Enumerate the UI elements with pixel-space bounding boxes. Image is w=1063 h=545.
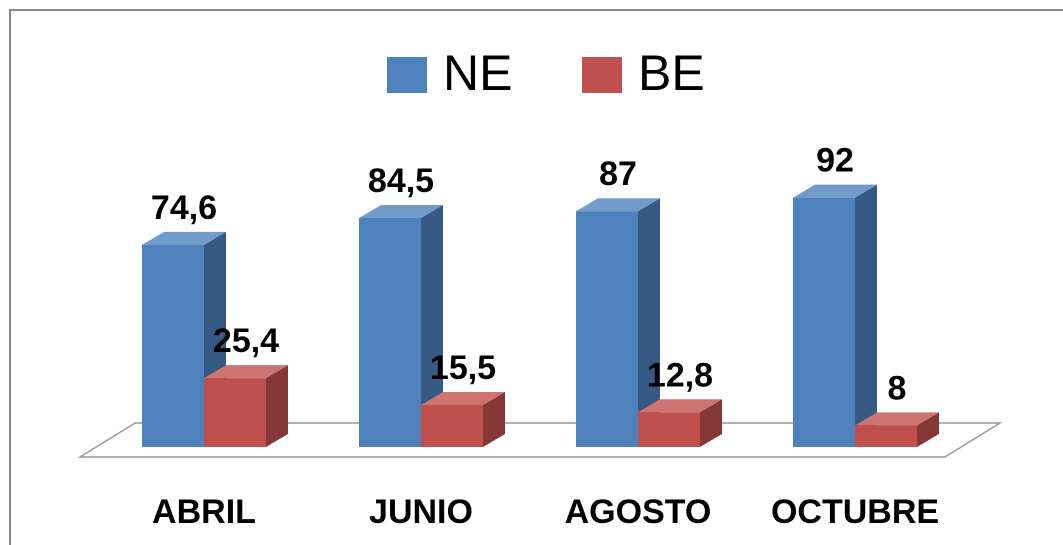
bar	[421, 404, 483, 447]
bar-top	[204, 365, 288, 379]
data-label: 92	[816, 142, 854, 180]
bar	[638, 412, 700, 447]
bar-top	[576, 198, 660, 212]
legend-label: NE	[443, 45, 512, 101]
bar-top	[421, 391, 505, 405]
legend-label: BE	[638, 45, 705, 101]
bar	[142, 244, 204, 447]
data-label: 12,8	[647, 356, 713, 394]
legend-swatch	[387, 57, 427, 93]
x-tick-label: AGOSTO	[565, 493, 712, 531]
bar-top	[855, 412, 939, 426]
bar	[204, 378, 266, 447]
x-tick-label: OCTUBRE	[771, 493, 939, 531]
bar-top	[359, 205, 443, 219]
bar-top	[638, 399, 722, 413]
bar-side	[483, 391, 505, 447]
x-tick-label: ABRIL	[152, 493, 256, 531]
bar	[576, 211, 638, 447]
bar-side	[700, 399, 722, 447]
data-label: 15,5	[430, 349, 496, 387]
bar-side	[917, 412, 939, 447]
bar	[793, 197, 855, 447]
bar-top	[793, 184, 877, 198]
bar	[359, 218, 421, 447]
floor	[77, 422, 1003, 458]
data-label: 84,5	[368, 162, 434, 200]
data-label: 87	[599, 155, 637, 193]
data-label: 8	[888, 369, 907, 407]
legend-swatch	[582, 57, 622, 93]
x-tick-label: JUNIO	[369, 493, 473, 531]
bar-side	[855, 184, 877, 447]
data-label: 74,6	[151, 189, 217, 227]
bar-side	[421, 205, 443, 447]
bar	[855, 425, 917, 447]
bar-top	[142, 231, 226, 245]
bar-side	[638, 198, 660, 447]
bar-side	[266, 365, 288, 447]
data-label: 25,4	[213, 322, 279, 360]
